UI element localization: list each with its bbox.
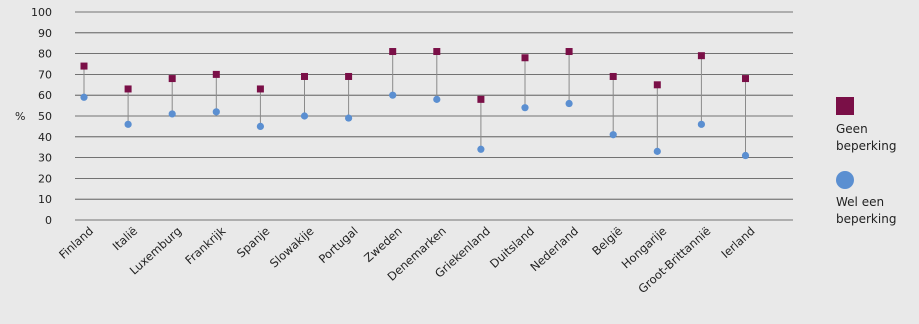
square-marker: [697, 52, 705, 60]
x-tick-label: Finland: [56, 224, 96, 262]
y-tick-label: 60: [38, 89, 52, 102]
circle-marker: [433, 95, 441, 103]
circle-marker: [212, 108, 220, 116]
circle-marker: [477, 145, 485, 153]
square-marker: [168, 75, 176, 83]
x-tick-label: Zweden: [361, 224, 405, 265]
x-tick-label: Italië: [110, 224, 140, 253]
legend-circle-icon: [836, 171, 854, 189]
circle-marker: [300, 112, 309, 120]
y-tick-label: 20: [38, 172, 52, 185]
x-tick-label: Frankrijk: [182, 224, 228, 268]
circle-marker: [521, 104, 529, 112]
square-marker: [433, 48, 441, 56]
circle-marker: [345, 114, 353, 122]
square-marker: [301, 72, 308, 80]
y-tick-label: 0: [45, 214, 52, 227]
y-tick-label: 30: [38, 152, 52, 165]
circle-marker: [741, 151, 750, 160]
x-tick-label: Nederland: [527, 224, 581, 274]
legend-label: Geen: [836, 122, 868, 136]
square-marker: [389, 48, 397, 56]
x-tick-label: Spanje: [234, 224, 273, 261]
y-axis-unit-label: %: [15, 110, 25, 123]
y-tick-label: 40: [38, 131, 52, 144]
y-tick-label: 50: [38, 110, 52, 123]
circle-marker: [565, 99, 573, 108]
y-tick-label: 100: [31, 6, 52, 19]
square-marker: [345, 72, 353, 80]
y-tick-label: 10: [38, 193, 52, 206]
circle-marker: [389, 91, 397, 99]
x-tick-label: Ierland: [718, 224, 757, 261]
square-marker: [124, 85, 132, 93]
square-marker: [477, 95, 485, 103]
x-tick-label: Portugal: [316, 224, 361, 266]
x-tick-label: België: [589, 224, 625, 258]
y-tick-label: 90: [38, 27, 52, 40]
circle-marker: [256, 122, 264, 130]
x-tick-label: Slowakije: [267, 224, 317, 271]
square-marker: [212, 70, 220, 78]
y-tick-label: 70: [38, 68, 52, 81]
square-marker: [80, 62, 88, 70]
square-marker: [256, 85, 264, 93]
circle-marker: [609, 131, 617, 139]
legend-label: Wel een: [836, 195, 884, 209]
square-marker: [609, 72, 617, 80]
legend-label: beperking: [836, 212, 896, 226]
square-marker: [521, 54, 529, 62]
square-marker: [565, 48, 573, 56]
y-tick-label: 80: [38, 48, 52, 61]
square-marker: [742, 75, 749, 83]
circle-marker: [697, 120, 706, 128]
circle-marker: [124, 120, 132, 128]
legend-square-icon: [836, 97, 854, 115]
circle-marker: [653, 147, 661, 155]
circle-marker: [80, 93, 88, 101]
legend-label: beperking: [836, 139, 896, 153]
square-marker: [653, 81, 661, 89]
circle-marker: [168, 110, 176, 118]
